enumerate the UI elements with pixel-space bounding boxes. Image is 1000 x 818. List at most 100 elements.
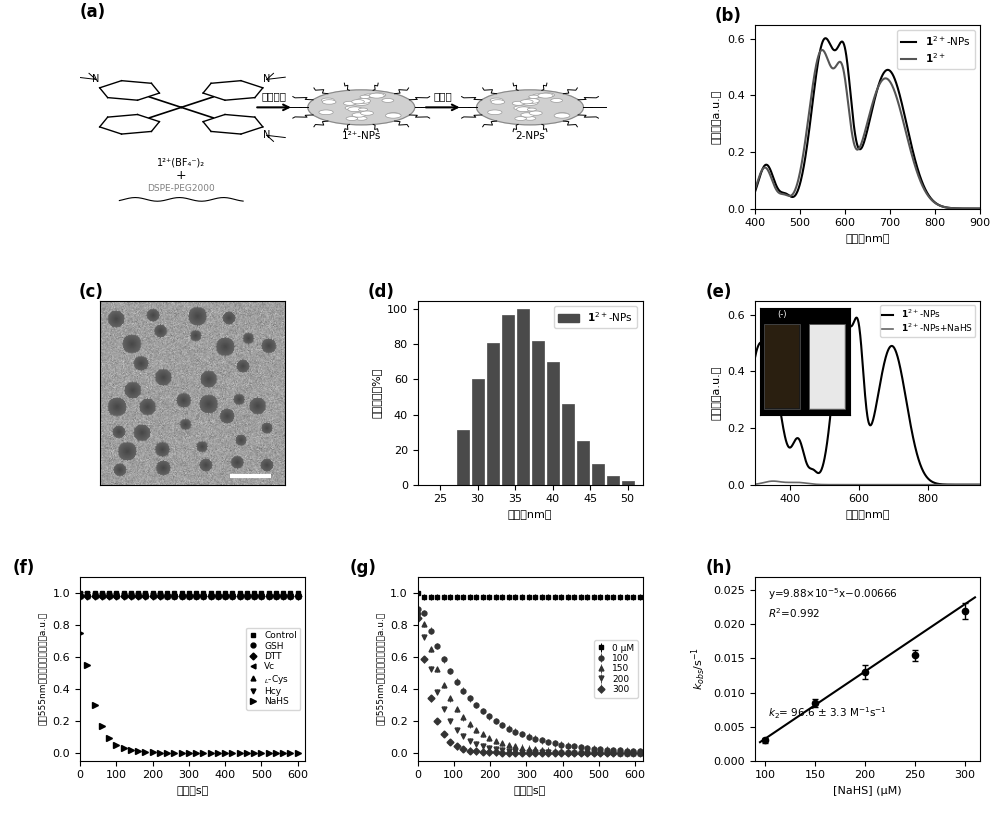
NaHS (234, 748, 246, 757)
Line: DTT: DTT (78, 594, 300, 598)
NaHS (183, 748, 195, 757)
DTT (284, 591, 296, 600)
Circle shape (488, 110, 502, 115)
Vc (118, 591, 130, 601)
Circle shape (346, 117, 358, 120)
Hcy (190, 591, 202, 600)
Circle shape (517, 107, 531, 112)
X-axis label: 波长（nm）: 波长（nm） (845, 510, 890, 520)
Vc (197, 591, 209, 601)
$_L$-Cys (241, 591, 253, 601)
$_L$-Cys (74, 590, 86, 600)
Vc (161, 591, 173, 601)
Legend: $\mathbf{1}^{2+}$-NPs: $\mathbf{1}^{2+}$-NPs (554, 306, 637, 328)
Text: y=9.88×10$^{-5}$x−0.00666: y=9.88×10$^{-5}$x−0.00666 (768, 586, 898, 602)
$_L$-Cys (81, 590, 93, 600)
$_L$-Cys (168, 591, 180, 600)
Hcy (96, 590, 108, 600)
Bar (606, 476, 618, 484)
NaHS (154, 748, 166, 757)
NaHS (118, 744, 130, 753)
Circle shape (387, 113, 400, 117)
Circle shape (514, 106, 526, 110)
$\mathbf{1}^{2+}$ (789, 186, 801, 196)
GSH (118, 591, 130, 600)
Hcy (292, 591, 304, 601)
Hcy (234, 591, 246, 601)
Circle shape (522, 100, 538, 106)
Hcy (110, 590, 122, 600)
$_L$-Cys (248, 591, 260, 601)
$\mathbf{1}^{2+}$-NPs (952, 479, 964, 489)
NaHS (74, 627, 86, 637)
DTT (255, 591, 267, 600)
Vc (234, 591, 246, 601)
$\mathbf{1}^{2+}$ (882, 74, 894, 84)
$_L$-Cys (183, 591, 195, 600)
NaHS (125, 745, 137, 755)
Bar (622, 481, 634, 484)
X-axis label: [NaHS] (μM): [NaHS] (μM) (833, 786, 902, 796)
DTT (183, 591, 195, 600)
Circle shape (527, 108, 536, 111)
GSH (89, 591, 101, 600)
Control (154, 588, 166, 598)
$_L$-Cys (139, 591, 151, 600)
Circle shape (524, 98, 539, 103)
DTT (190, 591, 202, 600)
NaHS (161, 748, 173, 757)
Control (226, 588, 238, 598)
Circle shape (521, 113, 534, 117)
Control (284, 588, 296, 598)
NaHS (219, 748, 231, 757)
Line: Control: Control (78, 591, 300, 596)
Circle shape (532, 94, 543, 97)
NaHS (212, 748, 224, 757)
Text: $k_2$= 96.6 ± 3.3 M$^{-1}$s$^{-1}$: $k_2$= 96.6 ± 3.3 M$^{-1}$s$^{-1}$ (768, 705, 887, 721)
Hcy (241, 591, 253, 601)
Vc (205, 591, 217, 601)
Control (197, 588, 209, 598)
Vc (139, 591, 151, 601)
$_L$-Cys (147, 591, 159, 600)
DTT (263, 591, 275, 600)
Vc (154, 591, 166, 601)
DTT (132, 591, 144, 600)
$_L$-Cys (255, 591, 267, 601)
Vc (270, 591, 282, 601)
Text: (h): (h) (706, 559, 732, 577)
DTT (241, 591, 253, 600)
Control (241, 588, 253, 598)
Vc (248, 591, 260, 601)
Hcy (277, 591, 289, 601)
DTT (277, 591, 289, 600)
$\mathbf{1}^{2+}$-NPs (919, 183, 931, 193)
DTT (118, 591, 130, 600)
Control (74, 588, 86, 598)
$_L$-Cys (161, 591, 173, 600)
Circle shape (364, 94, 375, 97)
$_L$-Cys (118, 590, 130, 600)
Text: (c): (c) (78, 283, 103, 301)
Bar (472, 380, 484, 484)
Circle shape (308, 90, 415, 125)
Control (219, 588, 231, 598)
$\mathbf{1}^{2+}$ (749, 184, 761, 194)
$_L$-Cys (197, 591, 209, 600)
Control (89, 588, 101, 598)
Line: Vc: Vc (78, 594, 300, 599)
$_L$-Cys (263, 591, 275, 601)
NaHS (176, 748, 188, 757)
GSH (241, 591, 253, 600)
Hcy (183, 591, 195, 600)
$_L$-Cys (226, 591, 238, 601)
Vc (147, 591, 159, 601)
Line: $\mathbf{1}^{2+}$-NPs: $\mathbf{1}^{2+}$-NPs (755, 38, 980, 209)
Control (161, 588, 173, 598)
DTT (147, 591, 159, 600)
GSH (255, 591, 267, 600)
$_L$-Cys (89, 590, 101, 600)
GSH (132, 591, 144, 600)
DTT (110, 591, 122, 600)
Line: $\mathbf{1}^{2+}$-NPs: $\mathbf{1}^{2+}$-NPs (755, 314, 980, 484)
